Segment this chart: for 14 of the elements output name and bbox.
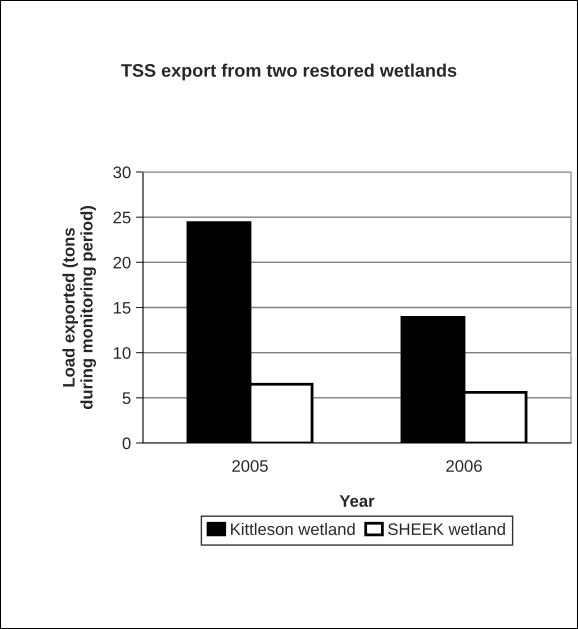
y-tick-label: 25	[113, 212, 130, 224]
y-tick-label: 30	[113, 166, 131, 178]
y-tick-label: 5	[122, 392, 130, 404]
y-tick-label: 20	[113, 256, 131, 269]
x-tick-label: 2006	[446, 460, 482, 472]
legend-label: SHEEK wetland	[388, 522, 505, 536]
legend-label: Kittleson wetland	[231, 522, 355, 536]
y-tick-label: 0	[122, 437, 131, 450]
chart-title: TSS export from two restored wetlands	[121, 64, 456, 80]
y-axis-title: Load exported (tons during monitoring period)	[62, 206, 96, 410]
y-tick-label: 10	[114, 347, 131, 359]
x-tick-label: 2005	[232, 460, 268, 472]
x-axis-title: Year	[340, 495, 374, 507]
y-tick-label: 15	[114, 302, 130, 314]
